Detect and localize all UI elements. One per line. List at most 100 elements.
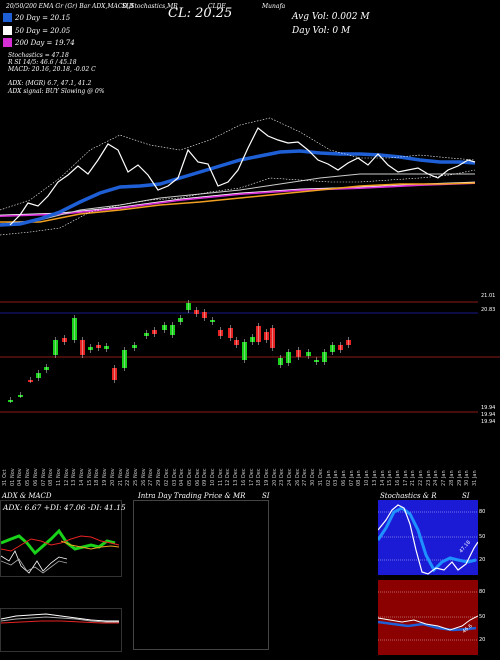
date-tick: 21 Nov [117, 468, 124, 486]
stochastics-svg [376, 504, 479, 575]
rsi-white-line [377, 615, 479, 631]
date-tick: 13 Nov [71, 468, 78, 486]
date-tick: 29 Jan [456, 470, 463, 486]
ema200-line [0, 182, 476, 217]
ema-orange-line [0, 182, 476, 223]
legend-ema50-label: 50 Day = 20.05 [15, 26, 71, 35]
stoch-level-50: 50 [479, 534, 486, 540]
date-tick: 08 Jan [356, 470, 363, 486]
date-tick: 30 Jan [464, 470, 471, 486]
date-tick: 13 Jan [371, 470, 378, 486]
adx-panel: ADX: 6.67 +DI: 47.06 -DI: 41.15 [0, 500, 126, 577]
rsi-level-80: 80 [479, 589, 486, 595]
date-axis: 31 Oct 01 Nov 04 Nov 05 Nov 06 Nov 07 Nov 08 N… [2, 468, 478, 486]
rsi-svg [377, 591, 479, 641]
date-tick: 12 Dec [225, 468, 232, 486]
macd-main-line [0, 613, 119, 622]
ticker-label: CLDE [208, 3, 226, 10]
candles-group [8, 300, 351, 403]
date-tick: 24 Dec [287, 468, 294, 486]
close-price: CL: 20.25 [168, 6, 233, 21]
price-label-bottom3: 19.94 [481, 419, 496, 425]
ema200-inner-line [0, 181, 476, 216]
date-tick: 10 Jan [364, 470, 371, 486]
ema20-line [0, 149, 476, 227]
date-tick: 19 Dec [263, 468, 270, 486]
macd-panel [0, 608, 122, 652]
stoch-level-80: 80 [479, 509, 486, 515]
date-tick: 06 Jan [341, 470, 348, 486]
legend-ema50: 50 Day = 20.05 [3, 26, 70, 35]
stochastics-readout: Stochastics = 47.18 [8, 52, 69, 59]
legend-ema20-label: 20 Day = 20.15 [15, 13, 71, 22]
bollinger-upper-line [0, 117, 476, 211]
date-tick: 08 Nov [48, 468, 55, 486]
stoch-level-20: 20 [479, 557, 486, 563]
adx-values: ADX: 6.67 +DI: 47.06 -DI: 41.15 [3, 503, 126, 512]
date-tick: 07 Nov [40, 468, 47, 486]
rsi-blue-line [377, 620, 477, 632]
ema200-swatch [3, 38, 12, 47]
date-tick: 14 Jan [379, 470, 386, 486]
date-tick: 31 Dec [317, 468, 324, 486]
macd-line [1, 550, 68, 574]
ema-chart [0, 117, 476, 236]
date-tick: 22 Nov [125, 468, 132, 486]
indicator-title-2: SI,Stochastics,MR [122, 3, 178, 10]
adx-svg [1, 528, 120, 574]
stochastics-panel: 80 50 20 47.18 [376, 500, 485, 575]
date-tick: 04 Dec [179, 468, 186, 486]
bollinger-lower-line [0, 169, 476, 236]
ema50-swatch [3, 26, 12, 35]
minus-di-line [1, 535, 120, 552]
adx-panel-title: ADX & MACD [2, 492, 52, 500]
date-tick: 14 Nov [79, 468, 86, 486]
date-tick: 09 Dec [202, 468, 209, 486]
date-tick: 02 Dec [163, 468, 170, 486]
macd-svg [0, 613, 119, 624]
date-tick: 24 Jan [433, 470, 440, 486]
date-tick: 29 Nov [156, 468, 163, 486]
date-tick: 10 Dec [210, 468, 217, 486]
date-tick: 15 Nov [86, 468, 93, 486]
candle-chart [0, 300, 500, 413]
legend-ema200-label: 200 Day = 19.74 [15, 38, 75, 47]
date-tick: 21 Jan [410, 470, 417, 486]
date-tick: 20 Nov [109, 468, 116, 486]
price-line [9, 127, 476, 226]
date-tick: 30 Dec [310, 468, 317, 486]
stochastics-si-label: SI [462, 492, 470, 500]
macd-signal-line [0, 616, 119, 623]
date-tick: 27 Jan [441, 470, 448, 486]
ema20-swatch [3, 13, 12, 22]
date-tick: 31 Jan [472, 470, 478, 486]
price-label-upper: 20.83 [481, 307, 496, 313]
date-tick: 17 Dec [248, 468, 255, 486]
stochastics-panel-title: Stochastics & R [380, 492, 437, 500]
date-tick: 11 Nov [55, 468, 62, 486]
rsi-level-20: 20 [479, 637, 486, 643]
date-tick: 03 Jan [333, 470, 340, 486]
intraday-panel-title: Intra Day Trading Price & MR [138, 492, 246, 500]
intraday-si-label: SI [262, 492, 270, 500]
legend-ema20: 20 Day = 20.15 [3, 13, 70, 22]
date-tick: 05 Nov [25, 468, 32, 486]
date-tick: 16 Dec [240, 468, 247, 486]
legend-ema200: 200 Day = 19.74 [3, 38, 75, 47]
intraday-panel [133, 500, 269, 650]
date-tick: 22 Jan [418, 470, 425, 486]
date-tick: 28 Jan [448, 470, 455, 486]
date-tick: 25 Nov [132, 468, 139, 486]
rsi-readout: R SI 14/5: 46.6 / 45.18 [8, 59, 77, 66]
adx-signal-readout: ADX signal: BUY Slowing @ 0% [8, 88, 105, 95]
signal-line [1, 558, 68, 574]
macd-readout: MACD: 20.16, 20.18, -0.02 C [8, 66, 96, 73]
price-label-top: 21.01 [481, 293, 496, 299]
date-tick: 18 Nov [94, 468, 101, 486]
ema50-line [0, 173, 475, 225]
adx-line [60, 540, 120, 550]
date-tick: 27 Dec [302, 468, 309, 486]
date-tick: 23 Jan [425, 470, 432, 486]
day-volume: Day Vol: 0 M [292, 26, 351, 36]
date-tick: 02 Jan [325, 470, 332, 486]
